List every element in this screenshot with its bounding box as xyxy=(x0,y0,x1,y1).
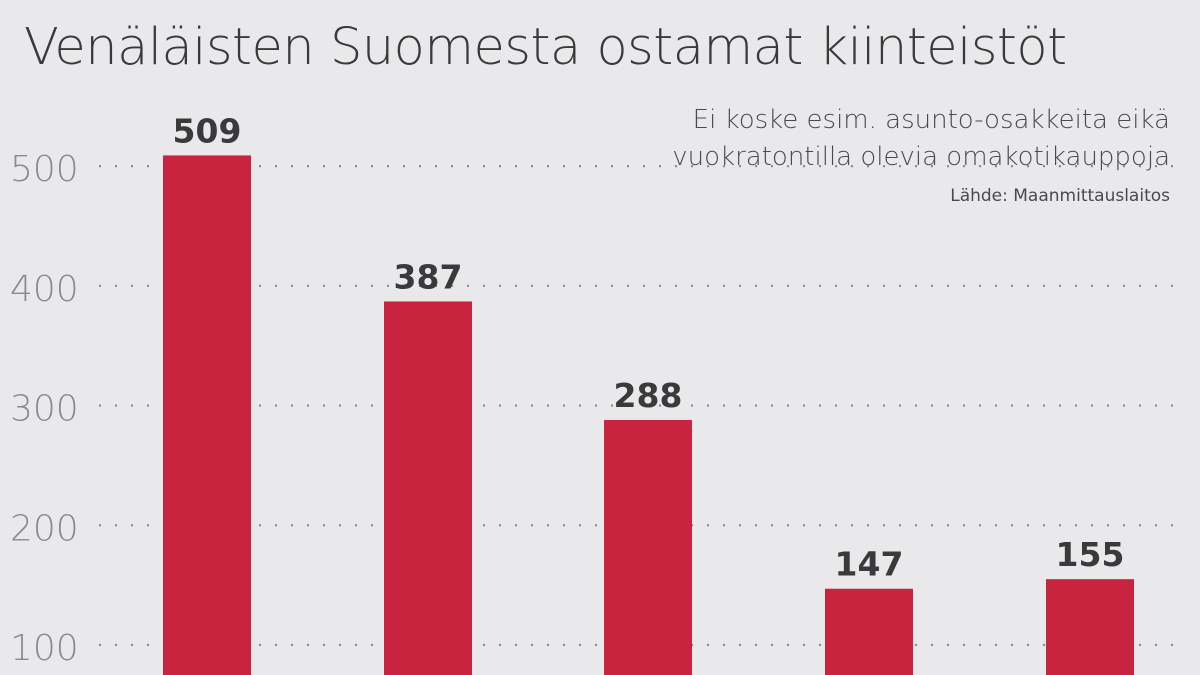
subtitle-line-2: vuokratontilla olevia omakotikauppoja xyxy=(672,142,1170,172)
chart-subtitle: Ei koske esim. asunto-osakkeita eikä vuo… xyxy=(672,102,1170,176)
chart-source: Lähde: Maanmittauslaitos xyxy=(950,186,1170,206)
data-label-4: 147 xyxy=(835,545,904,584)
y-tick-label-500: 500 xyxy=(10,149,79,190)
chart-title: Venäläisten Suomesta ostamat kiinteistöt xyxy=(24,18,1067,77)
subtitle-line-1: Ei koske esim. asunto-osakkeita eikä xyxy=(692,105,1170,135)
y-tick-label-300: 300 xyxy=(10,389,79,430)
data-label-1: 509 xyxy=(173,111,242,150)
y-tick-label-100: 100 xyxy=(10,628,79,669)
bar-3 xyxy=(604,419,692,675)
bar-2 xyxy=(384,301,472,675)
y-tick-label-200: 200 xyxy=(10,508,79,549)
bar-4 xyxy=(825,588,913,675)
data-label-2: 387 xyxy=(394,257,463,296)
bar-1 xyxy=(163,155,251,675)
y-tick-label-400: 400 xyxy=(10,269,79,310)
bar-5 xyxy=(1046,579,1134,675)
data-label-3: 288 xyxy=(614,376,683,415)
data-label-5: 155 xyxy=(1056,535,1125,574)
